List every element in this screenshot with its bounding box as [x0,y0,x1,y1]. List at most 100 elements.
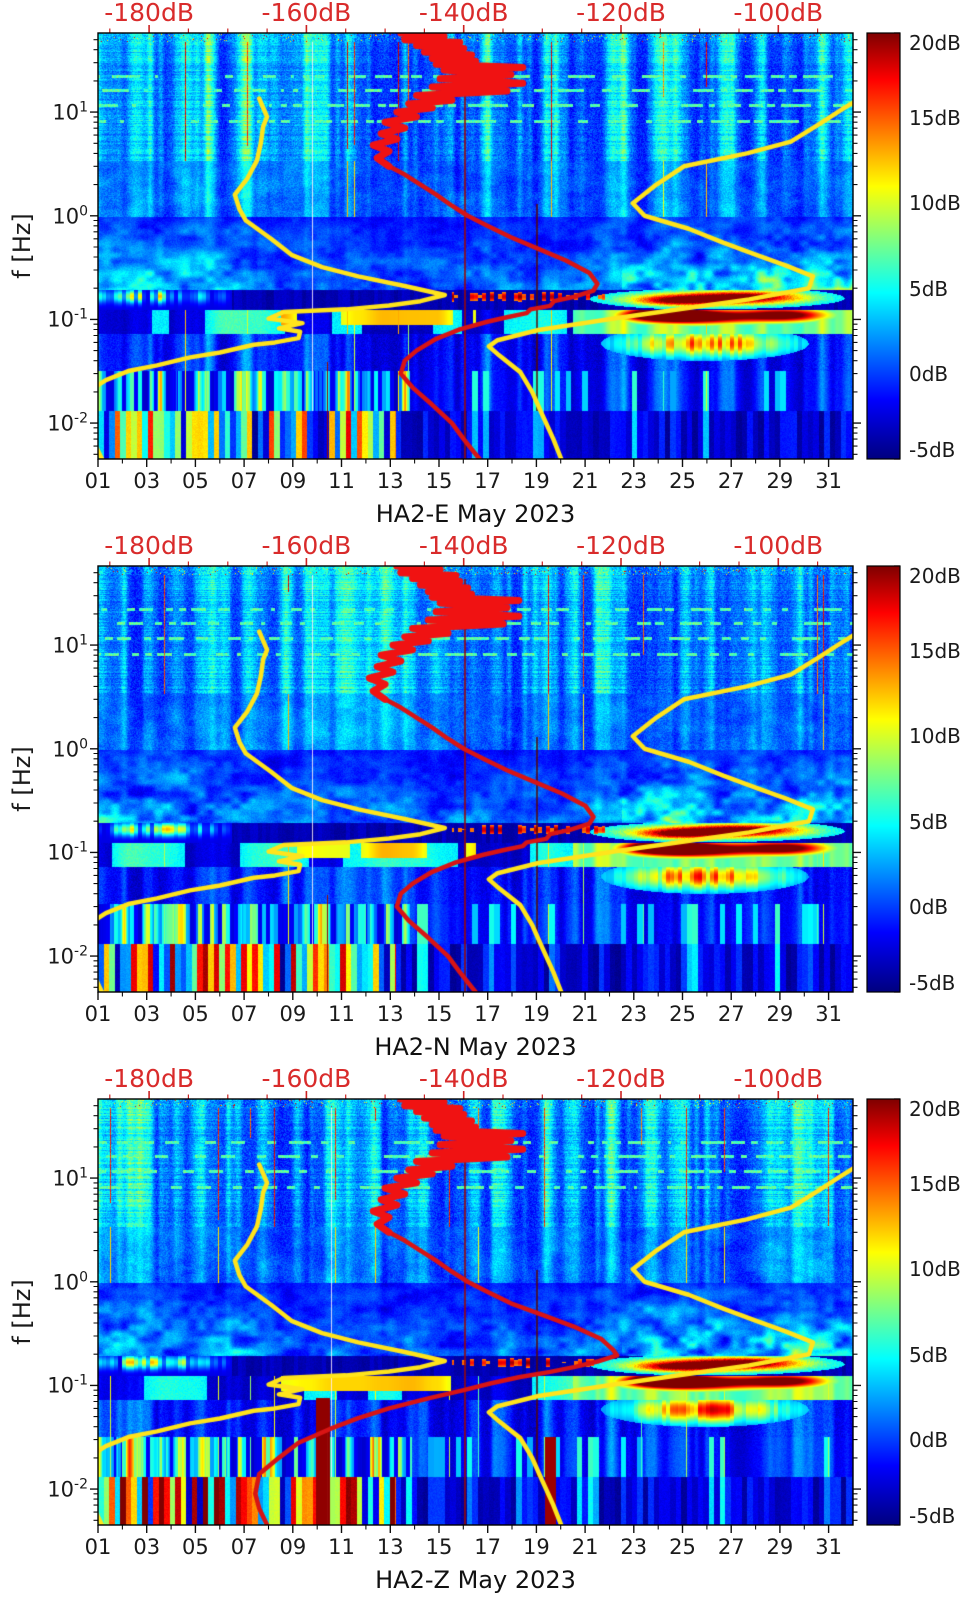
x-tick-label: 25 [669,469,696,493]
colorbar-tick-label: 15dB [909,639,961,664]
colorbar [866,565,901,993]
colorbar-tick-label: 10dB [909,724,961,749]
x-tick-label: 27 [717,469,745,493]
x-tick-label: 09 [279,1535,307,1559]
x-tick-label: 03 [133,1002,161,1026]
top-db-tick-label: -140dB [418,1064,509,1093]
panel-xaxis-title: HA2-E May 2023 [375,500,576,528]
y-tick-exponent: 0 [79,1269,88,1286]
spectrogram-heatmap-HA2-E [98,33,853,459]
colorbar-ticks [894,1098,900,1526]
top-db-tick-label: -160dB [261,0,352,27]
y-tick-exponent: 0 [79,203,88,220]
spectrogram-heatmap-HA2-Z [98,1099,853,1525]
colorbar-tick-label: 5dB [909,1342,949,1367]
colorbar-tick-label: 20dB [909,31,961,55]
x-tick-label: 03 [133,1535,161,1559]
y-tick-label: 100 [52,737,88,760]
top-db-tick-label: -120dB [576,0,666,27]
x-tick-label: 21 [571,1535,599,1559]
x-tick-label: 29 [766,1002,794,1026]
y-tick-label: 100 [52,204,88,227]
x-tick-label: 07 [230,1002,258,1026]
colorbar-tick-label: 0dB [909,1427,949,1452]
colorbar [866,1098,901,1526]
spectrogram-heatmap-HA2-N [98,566,853,992]
top-db-tick-label: -120dB [576,1064,666,1093]
top-db-tick-label: -180dB [104,0,194,27]
x-tick-label: 23 [620,1002,648,1026]
top-db-tick-label: -140dB [418,531,509,560]
x-tick-label: 29 [766,469,794,493]
colorbar-tick-label: 10dB [909,191,961,216]
y-axis-label: f [Hz] [8,746,36,812]
x-tick-label: 19 [523,469,550,493]
y-tick-exponent: 1 [79,1165,88,1182]
y-tick-base: 10 [47,944,75,969]
top-db-tick-label: -160dB [261,1064,352,1093]
colorbar-ticks [894,32,900,460]
x-tick-label: 19 [523,1535,550,1559]
y-tick-label: 10-1 [47,308,88,331]
y-tick-exponent: -1 [74,839,88,856]
x-tick-label: 15 [425,1002,453,1026]
x-tick-label: 31 [815,1002,843,1026]
x-tick-label: 15 [425,469,453,493]
colorbar-tick-label: 10dB [909,1257,961,1282]
colorbar-tick-label: 5dB [909,809,949,834]
y-axis-label: f [Hz] [8,213,36,279]
top-db-tick-label: -180dB [104,1064,194,1093]
x-tick-label: 21 [571,469,599,493]
x-tick-label: 17 [474,1535,502,1559]
x-tick-label: 07 [230,1535,258,1559]
y-tick-exponent: -2 [74,410,88,427]
y-tick-exponent: -2 [74,1476,88,1493]
x-tick-label: 21 [571,1002,599,1026]
x-tick-label: 13 [376,1535,404,1559]
y-tick-base: 10 [52,737,80,762]
top-db-tick-label: -100dB [733,1064,824,1093]
x-tick-label: 19 [523,1002,550,1026]
x-tick-label: 31 [815,469,843,493]
x-tick-label: 11 [328,469,355,493]
x-tick-label: 25 [669,1535,696,1559]
colorbar-tick-label: 0dB [909,361,949,386]
y-tick-label: 101 [52,634,88,657]
x-tick-label: 17 [474,1002,502,1026]
y-tick-base: 10 [52,633,80,658]
y-tick-label: 10-1 [47,841,88,864]
y-tick-exponent: -1 [74,306,88,323]
y-tick-label: 10-1 [47,1374,88,1397]
top-db-tick-label: -180dB [104,531,194,560]
top-db-tick-label: -100dB [733,531,824,560]
x-tick-label: 05 [182,469,209,493]
colorbar-ticks [894,565,900,993]
x-tick-label: 09 [279,1002,307,1026]
y-tick-exponent: 1 [79,99,88,116]
top-db-tick-label: -100dB [733,0,824,27]
top-db-tick-label: -140dB [418,0,509,27]
x-tick-label: 15 [425,1535,453,1559]
y-axis-label: f [Hz] [8,1279,36,1345]
colorbar-tick-label: -5dB [909,438,956,462]
colorbar-tick-label: -5dB [909,1504,956,1528]
y-tick-label: 10-2 [47,945,88,968]
top-db-tick-label: -120dB [576,531,666,560]
colorbar-tick-label: 20dB [909,1097,961,1121]
y-tick-label: 100 [52,1270,88,1293]
x-tick-label: 11 [328,1002,355,1026]
y-tick-base: 10 [47,1477,75,1502]
colorbar-tick-label: 15dB [909,1172,961,1197]
x-tick-label: 13 [376,469,404,493]
y-tick-label: 101 [52,101,88,124]
top-db-tick-label: -160dB [261,531,352,560]
x-tick-label: 05 [182,1535,209,1559]
colorbar [866,32,901,460]
colorbar-tick-label: -5dB [909,971,956,995]
panel-xaxis-title: HA2-Z May 2023 [375,1566,576,1594]
y-tick-base: 10 [52,204,80,229]
y-tick-base: 10 [47,307,75,332]
y-tick-label: 10-2 [47,412,88,435]
y-tick-exponent: 0 [79,736,88,753]
